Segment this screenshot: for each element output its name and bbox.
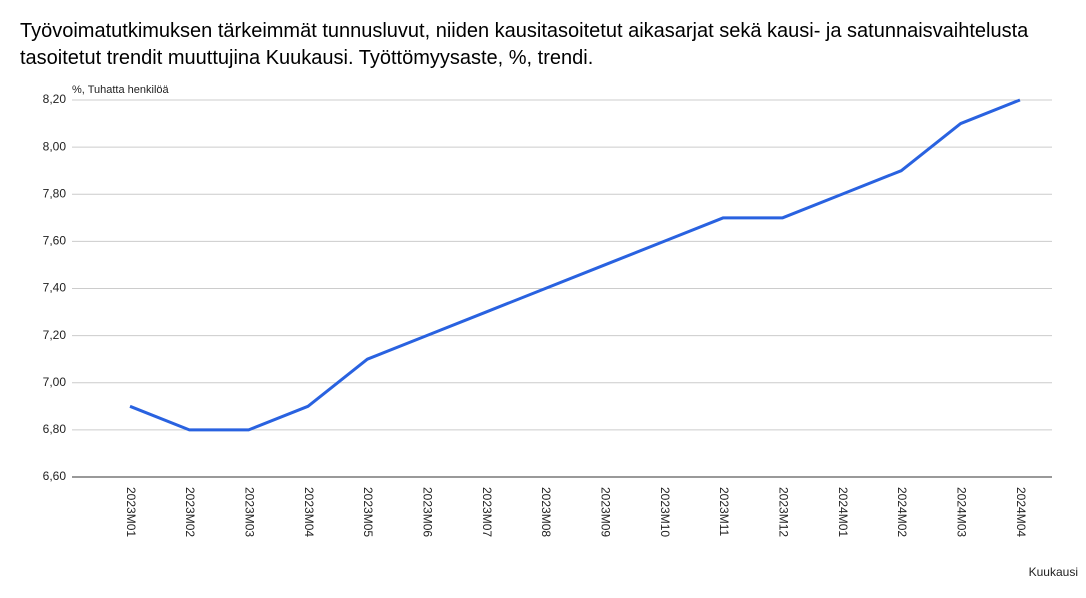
y-tick-label: 7,60 xyxy=(43,234,67,248)
x-tick-label: 2023M01 xyxy=(124,487,138,537)
y-tick-label: 7,40 xyxy=(43,281,67,295)
y-tick-label: 7,20 xyxy=(43,328,67,342)
x-tick-label: 2024M02 xyxy=(895,487,909,537)
x-tick-label: 2023M04 xyxy=(302,487,316,537)
x-tick-label: 2023M06 xyxy=(420,487,434,537)
x-tick-label: 2023M12 xyxy=(776,487,790,537)
y-tick-label: 6,60 xyxy=(43,469,67,483)
x-tick-label: 2024M04 xyxy=(1014,487,1028,537)
x-tick-label: 2023M11 xyxy=(717,487,731,536)
x-tick-label: 2023M02 xyxy=(183,487,197,537)
x-tick-label: 2024M01 xyxy=(836,487,850,537)
x-tick-label: 2023M08 xyxy=(539,487,553,537)
x-tick-label: 2023M05 xyxy=(361,487,375,537)
x-tick-label: 2024M03 xyxy=(954,487,968,537)
x-axis-label: Kuukausi xyxy=(1029,565,1078,579)
y-tick-label: 7,80 xyxy=(43,186,67,200)
line xyxy=(129,98,1021,432)
y-tick-label: 8,20 xyxy=(43,92,67,106)
y-axis-label: %, Tuhatta henkilöä xyxy=(72,84,170,96)
x-tick-label: 2023M10 xyxy=(658,487,672,537)
y-tick-label: 7,00 xyxy=(43,375,67,389)
x-tick-label: 2023M03 xyxy=(242,487,256,537)
y-tick-label: 6,80 xyxy=(43,422,67,436)
x-tick-label: 2023M09 xyxy=(598,487,612,537)
chart-title: Työvoimatutkimuksen tärkeimmät tunnusluv… xyxy=(20,20,1029,69)
y-tick-label: 8,00 xyxy=(43,139,67,153)
x-tick-label: 2023M07 xyxy=(480,487,494,537)
